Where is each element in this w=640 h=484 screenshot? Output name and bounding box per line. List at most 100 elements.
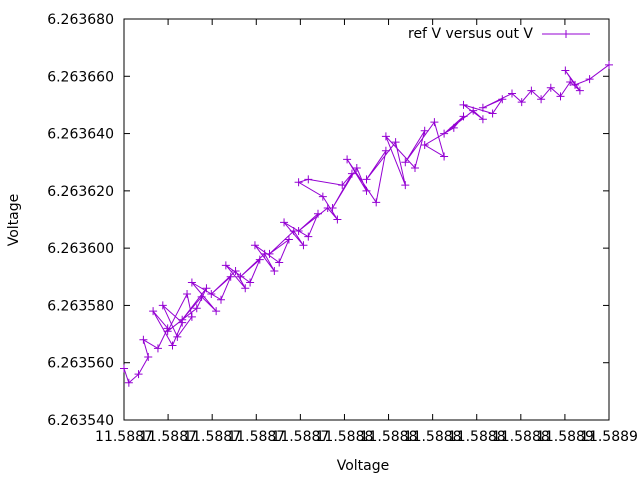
data-point [338, 181, 347, 190]
data-point [183, 289, 192, 298]
data-point [275, 258, 284, 267]
data-point [585, 75, 594, 84]
data-point [124, 378, 133, 387]
data-point [527, 86, 536, 95]
data-point [173, 332, 182, 341]
data-point [440, 152, 449, 161]
data-point [236, 272, 245, 281]
data-point [352, 163, 361, 172]
data-point [347, 169, 356, 178]
data-point [134, 370, 143, 379]
data-point [575, 86, 584, 95]
data-point [537, 95, 546, 104]
data-point [255, 255, 264, 264]
x-axis: 11.588711.588711.588711.588711.588711.58… [95, 19, 638, 445]
data-point [212, 307, 221, 316]
plot-frame [123, 18, 610, 421]
x-tick-label: 11.5889 [580, 429, 638, 445]
data-point [294, 178, 303, 187]
data-point [561, 66, 570, 75]
x-tick-label: 11.5887 [183, 429, 241, 445]
data-point [246, 278, 255, 287]
data-point [488, 109, 497, 118]
data-point [153, 344, 162, 353]
y-tick-label: 6.263660 [47, 69, 114, 85]
data-point [120, 364, 128, 373]
data-point [226, 272, 235, 281]
x-tick-label: 11.5887 [95, 429, 153, 445]
x-tick-label: 11.5887 [139, 429, 197, 445]
data-point [556, 92, 565, 101]
data-point [343, 155, 352, 164]
data-point [571, 80, 580, 89]
y-tick-label: 6.263580 [47, 298, 114, 314]
data-point [139, 335, 148, 344]
data-point [517, 98, 526, 107]
data-point [265, 249, 274, 258]
x-tick-label: 11.5887 [271, 429, 329, 445]
y-tick-label: 6.263640 [47, 127, 114, 143]
data-point [280, 218, 289, 227]
y-tick-label: 6.263540 [47, 413, 114, 429]
series-line [123, 64, 610, 384]
data-point [328, 204, 337, 213]
x-tick-label: 11.5888 [492, 429, 550, 445]
data-point [158, 301, 167, 310]
data-point [270, 267, 279, 276]
data-point [478, 115, 487, 124]
data-point [221, 261, 230, 270]
data-point [420, 126, 429, 135]
data-point [149, 307, 158, 316]
data-point [440, 129, 449, 138]
data-point [381, 146, 390, 155]
data-point [314, 209, 322, 218]
data-point [401, 158, 410, 167]
y-tick-label: 6.263620 [47, 184, 114, 200]
x-tick-label: 11.5887 [227, 429, 285, 445]
x-tick-label: 11.5888 [316, 429, 374, 445]
y-tick-label: 6.263600 [47, 241, 114, 257]
data-point [362, 186, 371, 195]
data-point [372, 198, 381, 207]
x-axis-label: Voltage [337, 458, 390, 474]
data-point [163, 327, 172, 336]
legend-label: ref V versus out V [408, 26, 533, 42]
data-point [241, 284, 250, 293]
data-point [231, 267, 240, 276]
x-tick-label: 11.5888 [360, 429, 418, 445]
data-point [178, 315, 187, 324]
data-point [187, 278, 196, 287]
data-point [469, 106, 478, 115]
data-point [202, 284, 211, 293]
data-point [566, 78, 575, 87]
x-tick-label: 11.5889 [536, 429, 594, 445]
series-layer [120, 60, 613, 387]
data-point [250, 241, 259, 250]
data-point [459, 112, 468, 121]
data-point [411, 163, 419, 172]
data-point [294, 226, 303, 235]
data-point [391, 138, 400, 147]
data-point [168, 341, 177, 350]
data-point [381, 132, 390, 141]
data-point [304, 175, 313, 184]
data-point [459, 100, 468, 109]
y-tick-label: 6.263560 [47, 356, 114, 372]
data-point [187, 312, 196, 321]
data-point [605, 60, 613, 69]
data-point [498, 95, 507, 104]
data-point [420, 141, 429, 150]
data-point [299, 241, 308, 250]
x-tick-label: 11.5888 [448, 429, 506, 445]
data-point [401, 181, 410, 190]
legend-marker [562, 30, 570, 38]
legend: ref V versus out V [408, 26, 590, 42]
data-point [362, 175, 371, 184]
y-axis-label: Voltage [6, 194, 22, 247]
data-point [430, 118, 439, 127]
y-axis: 6.263540 6.263560 6.263580 6.263600 6.263620… [47, 12, 609, 429]
data-point [546, 83, 555, 92]
x-tick-label: 11.5888 [404, 429, 462, 445]
